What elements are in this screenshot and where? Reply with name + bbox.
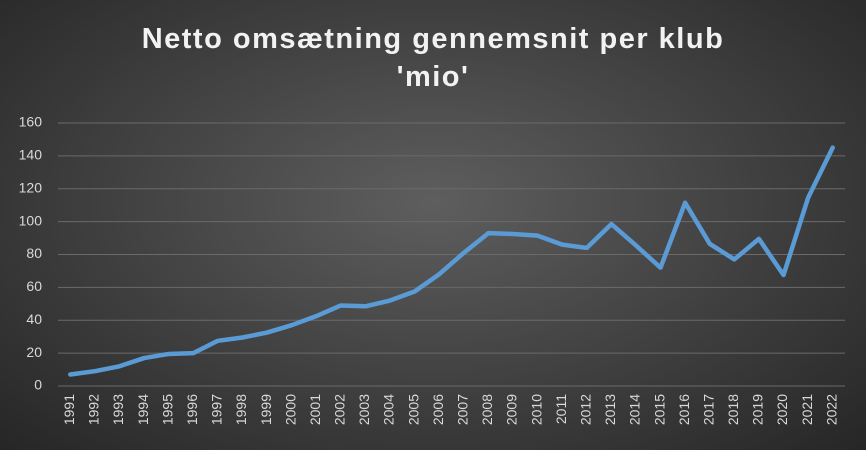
x-tick-label: 2012 — [577, 394, 593, 425]
y-tick-label: 120 — [19, 179, 43, 195]
x-tick-label: 2011 — [553, 394, 569, 424]
y-tick-label: 160 — [19, 114, 43, 130]
x-tick-label: 2020 — [774, 394, 790, 425]
x-tick-label: 1991 — [61, 394, 77, 425]
x-tick-label: 1993 — [110, 394, 126, 425]
y-tick-label: 80 — [26, 245, 42, 261]
x-tick-label: 2018 — [725, 394, 741, 425]
chart-title: Netto omsætning gennemsnit per klub 'mio… — [141, 23, 725, 93]
x-tick-label: 2010 — [528, 394, 544, 425]
x-tick-label: 2002 — [332, 394, 348, 425]
x-tick-label: 2001 — [307, 394, 323, 425]
x-tick-label: 2006 — [430, 394, 446, 425]
x-tick-label: 2021 — [799, 394, 815, 425]
x-tick-label: 2007 — [455, 394, 471, 425]
x-tick-label: 2004 — [381, 394, 397, 425]
y-tick-label: 20 — [26, 344, 42, 360]
x-tick-label: 2014 — [627, 394, 643, 425]
x-tick-label: 1995 — [159, 394, 175, 425]
x-tick-label: 2022 — [823, 394, 839, 425]
x-tick-label: 2016 — [676, 394, 692, 425]
data-line — [68, 145, 835, 377]
x-tick-label: 2019 — [750, 394, 766, 425]
x-tick-label: 2009 — [504, 394, 520, 425]
y-tick-label: 100 — [19, 212, 43, 228]
x-tick-label: 2015 — [651, 394, 667, 425]
x-tick-label: 2008 — [479, 394, 495, 425]
x-tick-label: 1998 — [233, 394, 249, 425]
y-tick-label: 0 — [34, 377, 42, 393]
x-tick-label: 2000 — [282, 394, 298, 425]
x-tick-label: 1992 — [86, 394, 102, 425]
x-tick-label: 1997 — [209, 394, 225, 425]
x-tick-label: 1999 — [258, 394, 274, 425]
x-tick-label: 2017 — [700, 394, 716, 425]
x-tick-label: 2003 — [356, 394, 372, 425]
y-tick-label: 140 — [19, 147, 43, 163]
x-tick-label: 2013 — [602, 394, 618, 425]
x-tick-label: 2005 — [405, 394, 421, 425]
x-tick-label: 1996 — [184, 394, 200, 425]
x-tick-label: 1994 — [135, 394, 151, 425]
y-tick-label: 40 — [26, 311, 42, 327]
y-tick-label: 60 — [26, 278, 42, 294]
